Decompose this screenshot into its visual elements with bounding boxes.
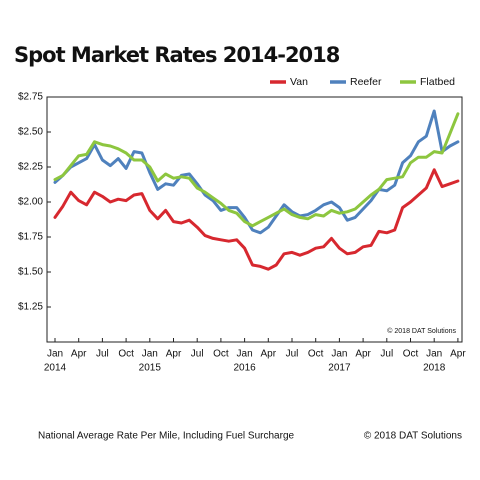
y-tick-label: $2.00 xyxy=(18,197,43,208)
x-tick-label: Jan xyxy=(142,349,158,360)
x-year-label: 2018 xyxy=(423,363,446,374)
x-tick-label: Apr xyxy=(71,349,87,360)
x-tick-label: Apr xyxy=(261,349,277,360)
plot-frame xyxy=(46,96,463,343)
line-van xyxy=(53,168,460,271)
x-year-label: 2016 xyxy=(233,363,256,374)
x-tick-label: Apr xyxy=(355,349,371,360)
y-tick-label: $2.75 xyxy=(18,92,43,103)
x-tick-label: Jul xyxy=(286,349,299,360)
x-tick-label: Jul xyxy=(96,349,109,360)
legend-label: Van xyxy=(290,76,308,88)
x-tick-label: Oct xyxy=(403,349,419,360)
x-tick-label: Oct xyxy=(308,349,324,360)
footer-left: National Average Rate Per Mile, Includin… xyxy=(38,431,295,442)
legend-label: Flatbed xyxy=(420,76,455,88)
x-tick-label: Jan xyxy=(237,349,253,360)
y-tick-label: $2.25 xyxy=(18,162,43,173)
line-flatbed xyxy=(53,112,460,228)
y-tick-label: $1.25 xyxy=(18,302,43,313)
plot-note: © 2018 DAT Solutions xyxy=(387,327,456,335)
y-tick-label: $1.75 xyxy=(18,232,43,243)
x-tick-label: Oct xyxy=(118,349,134,360)
x-year-label: 2017 xyxy=(328,363,351,374)
x-tick-label: Jan xyxy=(47,349,63,360)
x-tick-label: Oct xyxy=(213,349,229,360)
x-tick-label: Jan xyxy=(331,349,347,360)
footer-right: © 2018 DAT Solutions xyxy=(364,431,462,442)
x-year-label: 2014 xyxy=(44,363,67,374)
x-tick-label: Apr xyxy=(166,349,182,360)
line-reefer xyxy=(53,109,460,235)
x-year-label: 2015 xyxy=(139,363,162,374)
y-tick-label: $2.50 xyxy=(18,127,43,138)
x-tick-label: Apr xyxy=(450,349,466,360)
chart-title: Spot Market Rates 2014-2018 xyxy=(14,43,340,67)
x-tick-label: Jan xyxy=(426,349,442,360)
legend-label: Reefer xyxy=(350,76,382,88)
x-tick-label: Jul xyxy=(380,349,393,360)
y-tick-label: $1.50 xyxy=(18,267,43,278)
x-tick-label: Jul xyxy=(191,349,204,360)
